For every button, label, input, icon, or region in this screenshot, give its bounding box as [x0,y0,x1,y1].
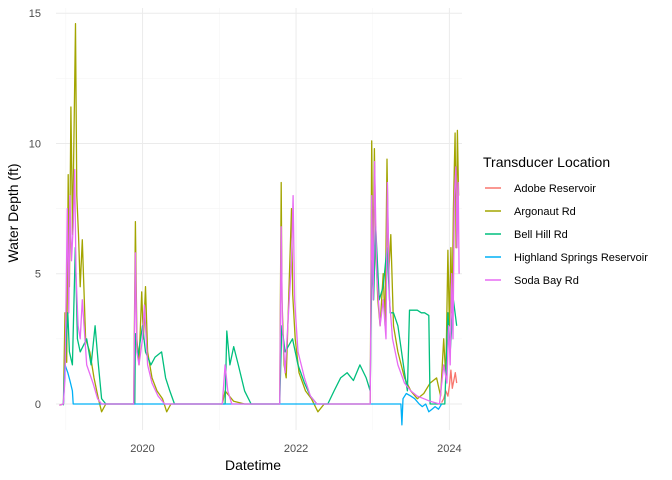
series-lines [59,22,460,426]
legend-title: Transducer Location [483,154,610,170]
series-line-bell-hill-rd [62,226,458,406]
series-line-argonaut-rd [59,22,460,413]
legend-item-highland-springs-reservoir: Highland Springs Reservoir [485,252,648,264]
legend-item-bell-hill-rd: Bell Hill Rd [485,229,568,241]
legend: Transducer Location Adobe Reservoir Argon… [483,154,648,287]
y-tick-label: 10 [29,138,41,150]
x-axis-ticks: 2020 2022 2024 [130,443,461,455]
x-axis-title: Datetime [225,457,281,473]
y-tick-label: 0 [35,399,41,411]
legend-label-argonaut-rd: Argonaut Rd [514,206,576,218]
legend-label-soda-bay-rd: Soda Bay Rd [514,275,579,287]
legend-label-bell-hill-rd: Bell Hill Rd [514,229,568,241]
legend-item-argonaut-rd: Argonaut Rd [485,206,576,218]
legend-label-adobe-reservoir: Adobe Reservoir [514,183,596,195]
legend-label-highland-springs-reservoir: Highland Springs Reservoir [514,252,648,264]
y-tick-label: 5 [35,269,41,281]
legend-item-adobe-reservoir: Adobe Reservoir [485,183,596,195]
y-axis-ticks: 0 5 10 15 [29,8,41,411]
x-tick-label: 2022 [284,443,308,455]
series-line-soda-bay-rd [59,161,460,406]
legend-item-soda-bay-rd: Soda Bay Rd [485,275,579,287]
y-axis-title: Water Depth (ft) [5,163,21,262]
x-tick-label: 2020 [130,443,154,455]
x-tick-label: 2024 [437,443,461,455]
y-tick-label: 15 [29,8,41,20]
series-line-highland-springs-reservoir [62,364,443,426]
